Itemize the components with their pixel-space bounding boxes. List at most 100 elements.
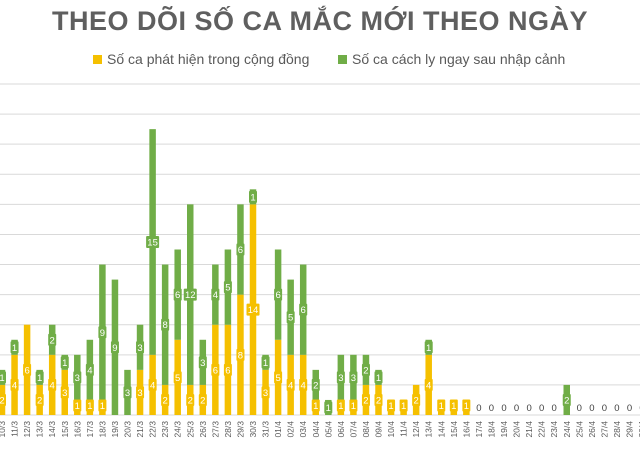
data-label-quarantine: 6	[175, 290, 180, 301]
x-tick-label: 09/4	[374, 421, 384, 438]
data-label-quarantine-bg	[249, 190, 257, 203]
data-label-quarantine: 1	[326, 403, 331, 414]
data-label-quarantine-bg	[336, 371, 345, 384]
data-label-zero: 0	[539, 403, 544, 414]
data-label-community: 2	[37, 395, 42, 406]
data-label-quarantine-bg	[10, 341, 19, 354]
x-tick-label: 16/4	[461, 421, 471, 438]
data-label-quarantine-bg	[286, 311, 295, 324]
x-tick-label: 10/4	[386, 421, 396, 438]
x-tick-label: 05/4	[323, 421, 333, 438]
data-label-quarantine: 8	[163, 320, 168, 331]
data-label-quarantine: 4	[87, 365, 92, 376]
data-label-community: 4	[12, 380, 17, 391]
data-label-quarantine-bg	[136, 341, 145, 354]
data-label-community: 6	[24, 365, 29, 376]
data-label-community: 6	[213, 365, 218, 376]
data-label-community-bg	[399, 399, 408, 412]
data-label-community-bg	[349, 399, 358, 412]
x-tick-label: 01/4	[273, 421, 283, 438]
data-label-quarantine-bg	[211, 288, 220, 301]
data-label-community: 2	[163, 395, 168, 406]
data-label-quarantine: 3	[351, 373, 356, 384]
data-label-community: 1	[451, 401, 456, 412]
data-label-quarantine-bg	[223, 281, 232, 294]
data-label-quarantine-bg	[361, 363, 370, 376]
x-tick-label: 15/4	[449, 421, 459, 438]
data-label-quarantine: 5	[225, 283, 230, 294]
chart-title: THEO DÕI SỐ CA MẮC MỚI THEO NGÀY	[51, 6, 589, 36]
x-tick-label: 21/4	[524, 421, 534, 438]
data-label-community-bg	[60, 386, 69, 399]
data-label-community: 3	[62, 388, 67, 399]
data-label-community: 5	[275, 373, 280, 384]
x-tick-label: 27/4	[599, 421, 609, 438]
data-label-quarantine: 2	[50, 335, 55, 346]
data-label-community: 4	[150, 380, 155, 391]
x-tick-label: 28/4	[612, 421, 622, 438]
x-tick-label: 14/4	[436, 421, 446, 438]
x-tick-label: 24/3	[173, 421, 183, 438]
data-label-community-bg	[223, 363, 232, 376]
x-tick-label: 11/3	[10, 421, 20, 437]
data-label-quarantine: 1	[12, 343, 17, 354]
data-label-community: 14	[248, 305, 259, 316]
x-tick-label: 20/4	[512, 421, 522, 438]
data-label-quarantine: 6	[238, 245, 243, 256]
data-label-community-bg	[274, 371, 283, 384]
x-tick-label: 20/3	[123, 421, 133, 438]
x-tick-label: 03/4	[298, 421, 308, 438]
data-label-community-bg	[462, 399, 471, 412]
x-tick-label: 18/4	[486, 421, 496, 438]
data-label-quarantine-bg	[349, 371, 358, 384]
x-tick-label: 17/4	[474, 421, 484, 438]
data-label-community: 1	[338, 401, 343, 412]
x-tick-label: 19/3	[110, 421, 120, 438]
data-label-community-bg	[336, 399, 345, 412]
data-label-quarantine: 12	[185, 290, 196, 301]
data-label-community-bg	[148, 378, 157, 391]
data-label-quarantine-bg	[35, 371, 44, 384]
data-label-community: 4	[50, 380, 55, 391]
data-label-quarantine-bg	[324, 401, 333, 414]
data-label-community: 2	[188, 395, 193, 406]
data-label-community: 6	[225, 365, 230, 376]
data-label-quarantine-bg	[0, 371, 6, 384]
data-label-quarantine: 2	[363, 365, 368, 376]
data-label-quarantine: 5	[288, 313, 293, 324]
data-label-zero: 0	[552, 403, 557, 414]
data-label-quarantine: 2	[564, 395, 569, 406]
data-label-community-bg	[161, 393, 170, 406]
legend-swatch-community	[93, 54, 102, 64]
data-label-quarantine: 1	[376, 373, 381, 384]
x-tick-label: 13/4	[424, 421, 434, 438]
data-label-quarantine: 3	[137, 343, 142, 354]
legend-item-quarantine: Số ca cách ly ngay sau nhập cảnh	[338, 51, 565, 67]
data-label-quarantine: 1	[250, 192, 255, 203]
x-tick-label: 14/3	[47, 421, 57, 438]
data-label-community-bg	[412, 393, 421, 406]
x-tick-label: 24/4	[562, 421, 572, 438]
data-label-quarantine: 3	[75, 373, 80, 384]
data-label-quarantine-bg	[299, 303, 308, 316]
x-tick-label: 25/4	[574, 421, 584, 438]
x-tick-label: 02/4	[286, 421, 296, 438]
data-label-community-bg	[73, 399, 82, 412]
data-label-community-bg	[387, 399, 396, 412]
data-label-community-bg	[236, 348, 245, 361]
data-label-quarantine-bg	[123, 386, 132, 399]
data-label-quarantine: 1	[62, 358, 67, 369]
data-label-quarantine: 9	[112, 343, 117, 354]
data-label-community: 1	[401, 401, 406, 412]
x-tick-label: 21/3	[135, 421, 145, 438]
data-label-community-bg	[437, 399, 446, 412]
legend: Số ca phát hiện trong cộng đồng Số ca cá…	[0, 51, 640, 71]
data-label-community-bg	[186, 393, 195, 406]
data-label-community: 8	[238, 350, 243, 361]
data-label-community-bg	[98, 399, 107, 412]
data-label-zero: 0	[476, 403, 481, 414]
data-label-community-bg	[374, 393, 383, 406]
x-tick-label: 23/3	[160, 421, 170, 438]
data-label-quarantine-bg	[161, 318, 170, 331]
data-label-community: 3	[137, 388, 142, 399]
